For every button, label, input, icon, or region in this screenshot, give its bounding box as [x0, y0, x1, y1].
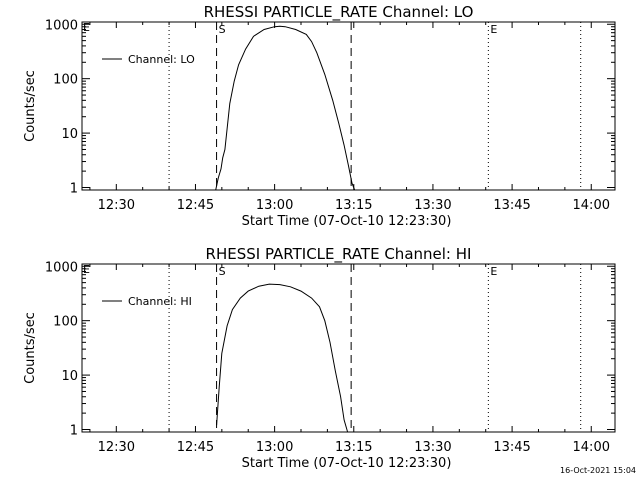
chart-panel-1: RHESSI PARTICLE_RATE Channel: LO 12:30 12:… [23, 3, 616, 229]
y-axis-label: Counts/sec [23, 70, 38, 142]
series-line [216, 283, 349, 433]
event-marker-label: S [219, 265, 226, 278]
event-marker-label: S [219, 23, 226, 36]
y-tick-label: 100 [53, 315, 78, 330]
legend-entry: Channel: HI [128, 295, 192, 308]
footer-timestamp: 16-Oct-2021 15:04 [560, 466, 636, 475]
x-tick-label: 13:00 [256, 198, 293, 213]
chart-panel-2: RHESSI PARTICLE_RATE Channel: HI 12:30 12:… [23, 245, 616, 471]
x-tick-label: 13:00 [256, 440, 293, 455]
y-tick-label: 1 [70, 182, 78, 197]
y-tick-label: 1 [70, 424, 78, 439]
y-tick-label: 10 [61, 127, 78, 142]
y-tick-label: 10 [61, 369, 78, 384]
x-tick-label: 13:30 [414, 198, 451, 213]
y-axis-label: Counts/sec [23, 312, 38, 384]
x-tick-label: 13:45 [493, 440, 530, 455]
legend-entry: Channel: LO [128, 53, 195, 66]
chart-title: RHESSI PARTICLE_RATE Channel: LO [204, 3, 474, 22]
x-tick-label: 12:30 [98, 198, 135, 213]
plot-frame [81, 21, 616, 191]
y-tick-label: 1000 [45, 18, 78, 33]
x-tick-label: 13:15 [335, 198, 372, 213]
x-tick-label: 12:45 [177, 198, 214, 213]
event-marker-label: E [490, 265, 497, 278]
series-line [215, 25, 356, 191]
edge-marker-label: E [83, 263, 90, 276]
x-axis-label: Start Time (07-Oct-10 12:23:30) [242, 456, 452, 471]
chart-title: RHESSI PARTICLE_RATE Channel: HI [206, 245, 472, 264]
x-tick-label: 13:15 [335, 440, 372, 455]
plot-frame [81, 263, 616, 433]
x-tick-label: 13:30 [414, 440, 451, 455]
x-tick-label: 13:45 [493, 198, 530, 213]
y-tick-label: 1000 [45, 260, 78, 275]
event-marker-label: E [490, 23, 497, 36]
x-axis-label: Start Time (07-Oct-10 12:23:30) [242, 214, 452, 229]
edge-marker-label: E [83, 21, 90, 34]
x-tick-label: 12:30 [98, 440, 135, 455]
x-tick-label: 12:45 [177, 440, 214, 455]
x-tick-label: 14:00 [573, 198, 610, 213]
y-tick-label: 100 [53, 73, 78, 88]
x-tick-label: 14:00 [573, 440, 610, 455]
